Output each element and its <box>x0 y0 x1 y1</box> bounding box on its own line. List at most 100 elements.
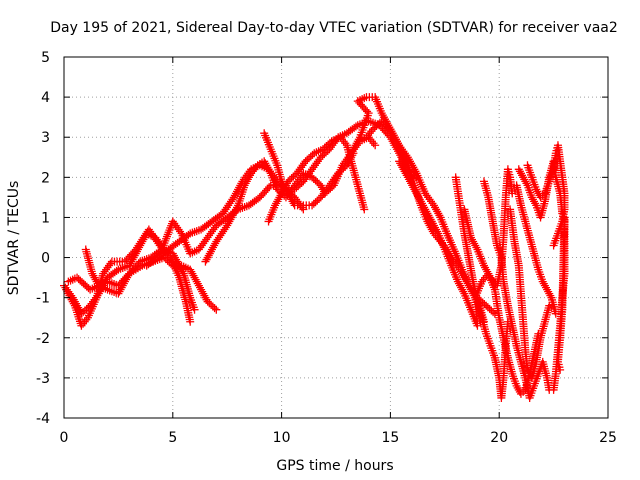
data-point <box>516 169 525 178</box>
data-point <box>371 141 380 150</box>
data-point <box>250 165 259 174</box>
data-point <box>247 169 256 178</box>
data-point <box>429 221 438 230</box>
data-point <box>242 177 251 186</box>
data-point <box>186 265 195 274</box>
data-point <box>411 187 420 196</box>
data-point <box>396 159 405 168</box>
data-point <box>264 165 273 174</box>
data-point <box>477 277 486 286</box>
data-point <box>65 291 74 300</box>
data-point <box>202 235 211 244</box>
data-point <box>434 209 443 218</box>
data-point <box>292 169 301 178</box>
data-point <box>324 183 333 192</box>
data-point <box>513 383 522 392</box>
data-point <box>343 155 352 164</box>
data-point <box>309 163 318 172</box>
data-point <box>426 215 435 224</box>
data-point <box>210 304 219 313</box>
data-point <box>377 109 386 118</box>
data-point <box>342 157 351 166</box>
data-point <box>79 319 88 328</box>
y-tick-label: 2 <box>41 170 50 186</box>
data-point <box>116 285 125 294</box>
data-point <box>192 277 201 286</box>
data-point <box>178 267 187 276</box>
data-point <box>414 193 423 202</box>
data-point <box>365 129 374 138</box>
data-point <box>306 167 315 176</box>
data-point <box>196 283 204 292</box>
data-point <box>297 203 306 212</box>
data-point <box>171 221 180 230</box>
data-point <box>61 283 70 292</box>
data-point <box>220 207 229 216</box>
data-point <box>217 229 226 238</box>
y-tick-label: 0 <box>41 251 50 267</box>
data-point <box>460 273 469 282</box>
data-point <box>80 317 89 326</box>
data-point <box>512 381 521 390</box>
data-point <box>427 217 436 226</box>
data-point <box>522 179 531 188</box>
y-tick-label: -4 <box>36 411 50 427</box>
data-point <box>420 203 429 212</box>
data-point <box>479 261 488 270</box>
data-point <box>540 281 549 290</box>
series-track-o <box>506 205 554 382</box>
data-point <box>319 189 328 198</box>
data-point <box>213 235 222 244</box>
data-point <box>146 227 155 236</box>
data-point <box>191 275 200 284</box>
data-point <box>99 269 108 278</box>
data-point <box>469 237 478 246</box>
data-point <box>201 293 210 302</box>
data-point <box>556 365 565 374</box>
data-point <box>331 173 340 182</box>
data-point <box>252 163 261 172</box>
data-point <box>222 203 231 212</box>
data-point <box>120 277 129 286</box>
data-point <box>64 289 73 298</box>
x-tick-label: 10 <box>273 430 291 446</box>
data-point <box>119 279 128 288</box>
data-point <box>429 201 438 210</box>
data-point <box>194 281 203 290</box>
data-point <box>435 211 444 220</box>
data-point <box>193 279 202 288</box>
points-layer <box>60 93 569 402</box>
data-point <box>281 181 290 190</box>
data-point <box>397 161 406 170</box>
data-point <box>400 167 409 176</box>
data-point <box>207 227 216 236</box>
data-point <box>288 197 297 206</box>
data-point <box>122 275 131 284</box>
data-point <box>203 233 212 242</box>
data-point <box>409 183 418 192</box>
data-point <box>543 285 552 294</box>
series-track-i <box>342 93 499 318</box>
data-point <box>278 187 287 196</box>
data-point <box>276 191 285 200</box>
data-point <box>186 317 195 326</box>
data-point <box>126 259 135 268</box>
data-point <box>428 199 437 208</box>
data-point <box>318 191 327 200</box>
data-point <box>224 201 233 210</box>
data-point <box>263 163 272 172</box>
data-point <box>316 193 325 202</box>
series-track-s <box>549 213 569 394</box>
data-point <box>544 287 553 296</box>
data-point <box>203 253 212 262</box>
data-point <box>362 133 371 142</box>
data-point <box>153 237 162 246</box>
x-axis-label: GPS time / hours <box>276 458 393 474</box>
data-point <box>545 301 554 310</box>
data-point <box>151 235 160 244</box>
data-point <box>232 187 241 196</box>
series-track-n <box>479 177 554 402</box>
data-point <box>221 205 230 214</box>
data-point <box>339 137 348 146</box>
data-point <box>411 167 420 176</box>
